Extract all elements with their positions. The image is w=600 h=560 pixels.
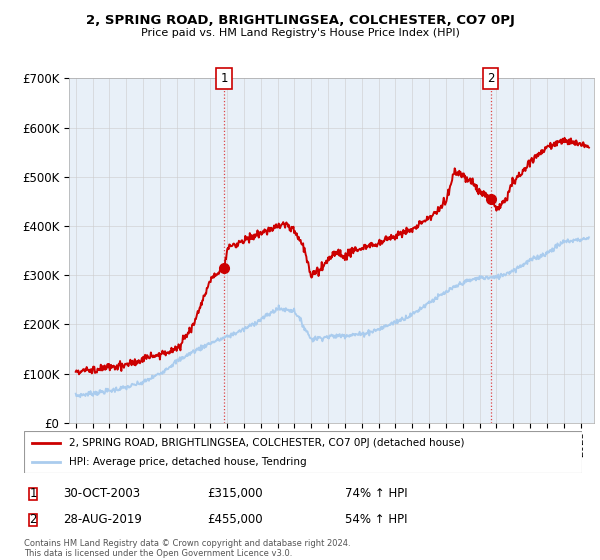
Text: Price paid vs. HM Land Registry's House Price Index (HPI): Price paid vs. HM Land Registry's House … bbox=[140, 28, 460, 38]
Text: 2, SPRING ROAD, BRIGHTLINGSEA, COLCHESTER, CO7 0PJ (detached house): 2, SPRING ROAD, BRIGHTLINGSEA, COLCHESTE… bbox=[68, 437, 464, 447]
Text: £315,000: £315,000 bbox=[207, 487, 263, 501]
Text: Contains HM Land Registry data © Crown copyright and database right 2024.
This d: Contains HM Land Registry data © Crown c… bbox=[24, 539, 350, 558]
Text: 54% ↑ HPI: 54% ↑ HPI bbox=[345, 513, 407, 526]
Text: HPI: Average price, detached house, Tendring: HPI: Average price, detached house, Tend… bbox=[68, 457, 306, 467]
Text: 28-AUG-2019: 28-AUG-2019 bbox=[63, 513, 142, 526]
Text: 74% ↑ HPI: 74% ↑ HPI bbox=[345, 487, 407, 501]
Text: 2: 2 bbox=[29, 513, 37, 526]
Text: 2: 2 bbox=[487, 72, 494, 85]
Text: 1: 1 bbox=[221, 72, 228, 85]
Text: £455,000: £455,000 bbox=[207, 513, 263, 526]
Text: 2, SPRING ROAD, BRIGHTLINGSEA, COLCHESTER, CO7 0PJ: 2, SPRING ROAD, BRIGHTLINGSEA, COLCHESTE… bbox=[86, 14, 514, 27]
Text: 30-OCT-2003: 30-OCT-2003 bbox=[63, 487, 140, 501]
Text: 1: 1 bbox=[29, 487, 37, 501]
